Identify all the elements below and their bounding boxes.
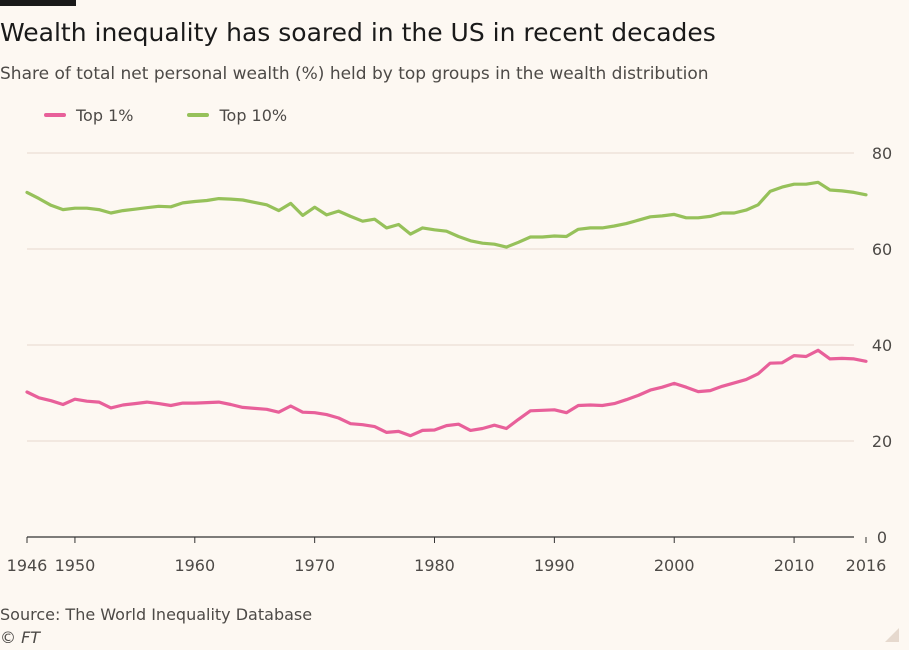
y-tick-label-60: 60: [872, 240, 892, 259]
gridlines: [27, 152, 854, 442]
y-axis-ticks: 0 20 40 60 80: [872, 144, 892, 547]
x-tick-label-2000: 2000: [654, 556, 695, 575]
series-lines: [25, 180, 868, 438]
chart-subtitle: Share of total net personal wealth (%) h…: [0, 64, 709, 84]
source-note: Source: The World Inequality Database: [0, 605, 313, 624]
legend-swatch-top1: [44, 113, 66, 117]
x-tick-label-1980: 1980: [414, 556, 455, 575]
x-tick-label-1960: 1960: [174, 556, 215, 575]
y-tick-label-20: 20: [872, 432, 892, 451]
legend-label-top1: Top 1%: [76, 105, 134, 125]
legend: Top 1% Top 10%: [44, 104, 341, 126]
x-tick-label-1946: 1946: [7, 556, 48, 575]
x-tick-label-2010: 2010: [774, 556, 815, 575]
y-tick-label-80: 80: [872, 144, 892, 163]
x-tick-label-1990: 1990: [534, 556, 575, 575]
x-tick-label-2016: 2016: [846, 556, 887, 575]
copyright-note: © FT: [0, 628, 41, 647]
chart-title: Wealth inequality has soared in the US i…: [0, 18, 716, 47]
x-tick-label-1950: 1950: [55, 556, 96, 575]
legend-label-top10: Top 10%: [219, 105, 288, 125]
legend-swatch-top10: [187, 113, 210, 117]
y-tick-label-0: 0: [877, 528, 887, 547]
line-chart: 0 20 40 60 80 1946 1950 1960 1970 1980 1990 2000 20…: [7, 144, 893, 575]
title-accent-bar: [0, 0, 76, 6]
resize-corner-icon: [885, 628, 899, 642]
x-tick-label-1970: 1970: [294, 556, 335, 575]
legend-item-top10: Top 10%: [187, 106, 287, 125]
series-line-top1: [25, 348, 868, 438]
legend-item-top1: Top 1%: [44, 106, 133, 125]
y-tick-label-40: 40: [872, 336, 892, 355]
series-line-top10: [25, 180, 868, 249]
x-axis: 1946 1950 1960 1970 1980 1990 2000 2010 2016: [7, 536, 887, 575]
